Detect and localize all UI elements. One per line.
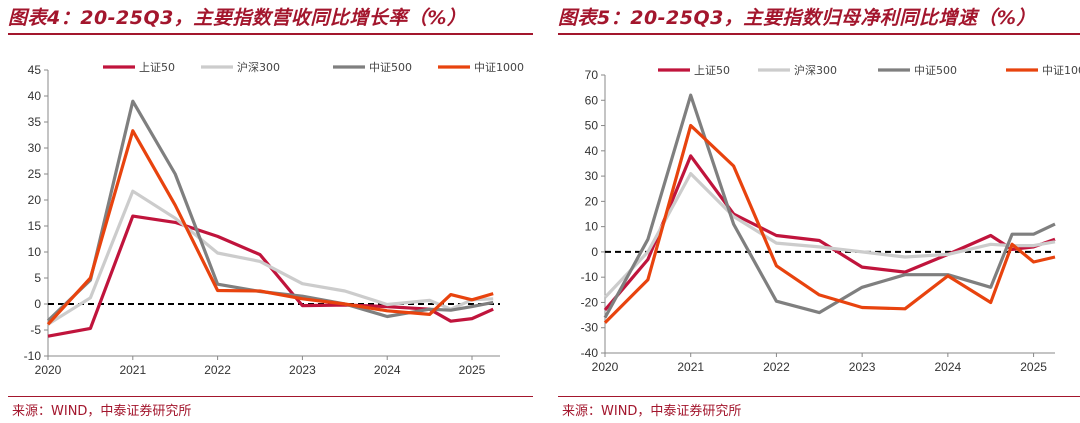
y-tick-label: 0 bbox=[591, 245, 598, 259]
y-tick-label: 30 bbox=[585, 169, 599, 183]
chart-title: 图表4：20-25Q3，主要指数营收同比增长率（%） bbox=[8, 7, 467, 29]
y-tick-label: 10 bbox=[28, 245, 42, 259]
series-line-2 bbox=[603, 93, 1056, 319]
y-tick-label: -30 bbox=[581, 321, 599, 335]
x-tick-label: 2022 bbox=[763, 360, 790, 374]
source-note: 来源：WIND，中泰证券研究所 bbox=[12, 404, 192, 419]
x-tick-label: 2023 bbox=[849, 360, 876, 374]
y-tick-label: 20 bbox=[28, 193, 42, 207]
x-tick-label: 2024 bbox=[374, 363, 401, 377]
y-tick-label: 40 bbox=[585, 144, 599, 158]
y-tick-label: -40 bbox=[581, 346, 599, 360]
legend-label-1: 沪深300 bbox=[794, 63, 837, 77]
legend-label-0: 上证50 bbox=[694, 64, 730, 77]
title-divider bbox=[8, 33, 533, 35]
y-tick-label: 70 bbox=[585, 68, 599, 82]
y-tick-label: 10 bbox=[585, 220, 599, 234]
y-tick-label: 15 bbox=[28, 219, 42, 233]
chart-panel-net-profit: 图表5：20-25Q3，主要指数归母净利同比增速（%） -40 -30 -20 -10… bbox=[558, 0, 1080, 423]
x-tick-label: 2025 bbox=[459, 363, 486, 377]
x-tick-label: 2025 bbox=[1020, 360, 1047, 374]
series-line-0 bbox=[603, 154, 1056, 312]
x-tick-label: 2021 bbox=[677, 360, 704, 374]
net-profit-growth-chart: -40 -30 -20 -10 0 10 20 30 40 50 60 70 2020 2021 2022 2… bbox=[581, 63, 1080, 374]
y-tick-label: 30 bbox=[28, 141, 42, 155]
legend-label-2: 中证500 bbox=[369, 61, 412, 74]
chart-title: 图表5：20-25Q3，主要指数归母净利同比增速（%） bbox=[558, 7, 1036, 29]
legend-label-3: 中证1000 bbox=[474, 61, 524, 74]
source-divider bbox=[8, 396, 533, 397]
x-tick-label: 2020 bbox=[592, 360, 619, 374]
y-tick-label: -20 bbox=[581, 295, 599, 309]
y-tick-label: 25 bbox=[28, 167, 42, 181]
y-tick-label: 20 bbox=[585, 194, 599, 208]
y-tick-label: 40 bbox=[28, 89, 42, 103]
y-tick-label: 5 bbox=[34, 271, 41, 285]
legend-label-3: 中证1000 bbox=[1042, 64, 1080, 77]
legend-label-0: 上证50 bbox=[139, 61, 175, 74]
x-tick-label: 2022 bbox=[204, 363, 231, 377]
y-tick-label: 45 bbox=[28, 63, 42, 77]
x-tick-label: 2024 bbox=[935, 360, 962, 374]
y-tick-label: 50 bbox=[585, 119, 599, 133]
series-line-0 bbox=[47, 214, 494, 338]
series-line-2 bbox=[46, 99, 494, 322]
series-line-3 bbox=[603, 123, 1056, 324]
y-tick-label: -5 bbox=[30, 323, 41, 337]
series-line-3 bbox=[46, 129, 494, 326]
legend-label-2: 中证500 bbox=[914, 64, 957, 77]
y-tick-label: -10 bbox=[581, 270, 599, 284]
source-note: 来源：WIND，中泰证券研究所 bbox=[562, 404, 742, 419]
y-tick-label: 60 bbox=[585, 93, 599, 107]
chart-panel-revenue: 图表4：20-25Q3，主要指数营收同比增长率（%） -10 -5 0 5 10 15 20… bbox=[8, 0, 533, 423]
x-tick-label: 2023 bbox=[289, 363, 316, 377]
x-tick-label: 2020 bbox=[35, 363, 62, 377]
x-tick-label: 2021 bbox=[119, 363, 146, 377]
y-tick-label: 35 bbox=[28, 115, 42, 129]
source-divider bbox=[558, 396, 1080, 397]
y-tick-label: -10 bbox=[24, 349, 42, 363]
y-tick-label: 0 bbox=[34, 297, 41, 311]
legend-label-1: 沪深300 bbox=[237, 60, 280, 74]
title-divider bbox=[558, 33, 1080, 35]
